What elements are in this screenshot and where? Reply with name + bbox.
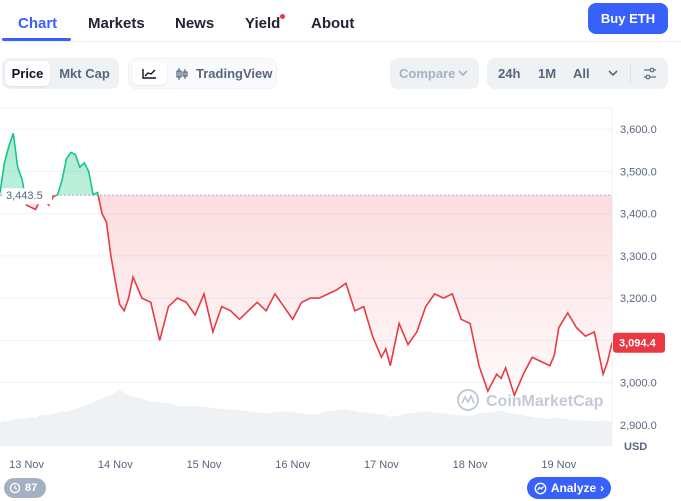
compare-dropdown[interactable]: Compare bbox=[390, 58, 479, 89]
range-chevron-down-icon[interactable] bbox=[608, 70, 618, 77]
price-mktcap-toggle: Price Mkt Cap bbox=[2, 58, 119, 89]
price-line-up bbox=[0, 133, 99, 196]
coinmarketcap-watermark: CoinMarketCap bbox=[457, 389, 604, 411]
x-tick-label: 16 Nov bbox=[275, 459, 310, 471]
chart-type-toggle bbox=[128, 58, 277, 89]
settings-sliders-icon[interactable] bbox=[643, 67, 657, 80]
history-count: 87 bbox=[25, 482, 38, 494]
range-all-button[interactable]: All bbox=[573, 66, 590, 81]
x-tick-label: 17 Nov bbox=[364, 459, 399, 471]
area-below-open bbox=[24, 195, 612, 396]
buy-eth-button[interactable]: Buy ETH bbox=[588, 3, 668, 34]
x-tick-label: 15 Nov bbox=[187, 459, 222, 471]
price-chart[interactable]: CoinMarketCap 3,443.5 3,600.0 3,500.0 3,40… bbox=[0, 100, 681, 472]
tab-chart[interactable]: Chart bbox=[18, 15, 58, 32]
area-above-open bbox=[0, 133, 612, 196]
history-clock-icon bbox=[9, 482, 21, 494]
active-tab-indicator bbox=[2, 38, 71, 41]
y-axis: 3,600.03,500.03,400.03,300.03,200.03,100… bbox=[620, 124, 657, 432]
price-toggle-button[interactable]: Price bbox=[5, 61, 50, 86]
x-tick-label: 13 Nov bbox=[9, 459, 44, 471]
x-tick-label: 14 Nov bbox=[98, 459, 133, 471]
y-tick-label: 3,300.0 bbox=[620, 251, 657, 263]
time-range-selector: 24h 1M All bbox=[487, 58, 668, 89]
notification-dot bbox=[280, 14, 285, 19]
x-tick-label: 19 Nov bbox=[541, 459, 576, 471]
y-tick-label: 3,000.0 bbox=[620, 378, 657, 390]
candlestick-icon[interactable] bbox=[175, 67, 189, 81]
y-tick-label: 2,900.0 bbox=[620, 420, 657, 432]
svg-text:3,094.4: 3,094.4 bbox=[619, 338, 657, 350]
open-price-label: 3,443.5 bbox=[2, 188, 52, 205]
x-tick-label: 18 Nov bbox=[453, 459, 488, 471]
tab-about[interactable]: About bbox=[311, 15, 355, 32]
x-axis: 13 Nov 14 Nov 15 Nov 16 Nov 17 Nov 18 Nov 19 N… bbox=[9, 459, 577, 471]
compare-label: Compare bbox=[399, 66, 456, 81]
y-tick-label: 3,600.0 bbox=[620, 124, 657, 136]
currency-unit-label: USD bbox=[624, 441, 647, 453]
volume-area bbox=[0, 390, 612, 446]
top-nav: Chart Markets News Yield About Buy ETH bbox=[0, 0, 681, 42]
watermark-text: CoinMarketCap bbox=[486, 393, 604, 410]
y-tick-label: 3,500.0 bbox=[620, 166, 657, 178]
analyze-icon bbox=[534, 482, 547, 494]
line-chart-icon bbox=[142, 69, 156, 79]
range-24h-button[interactable]: 24h bbox=[498, 66, 521, 81]
tradingview-button[interactable]: TradingView bbox=[196, 66, 273, 81]
y-tick-label: 3,400.0 bbox=[620, 209, 657, 221]
current-price-label: 3,094.4 bbox=[613, 332, 665, 353]
analyze-button[interactable]: Analyze › bbox=[527, 477, 611, 499]
svg-text:3,443.5: 3,443.5 bbox=[6, 190, 43, 202]
analyze-label: Analyze bbox=[550, 481, 597, 495]
tab-yield[interactable]: Yield bbox=[245, 15, 281, 32]
tab-markets[interactable]: Markets bbox=[88, 15, 145, 32]
y-tick-label: 3,200.0 bbox=[620, 293, 657, 305]
line-chart-button[interactable] bbox=[132, 62, 167, 85]
tab-news[interactable]: News bbox=[175, 15, 215, 32]
history-count-badge[interactable]: 87 bbox=[4, 478, 46, 498]
mktcap-toggle-button[interactable]: Mkt Cap bbox=[59, 66, 110, 81]
toolbar-divider bbox=[630, 64, 631, 83]
chevron-down-icon bbox=[458, 70, 468, 77]
volume-bars bbox=[0, 390, 612, 446]
chevron-right-icon: › bbox=[600, 481, 605, 495]
range-1m-button[interactable]: 1M bbox=[538, 66, 557, 81]
price-line-down bbox=[24, 195, 612, 398]
